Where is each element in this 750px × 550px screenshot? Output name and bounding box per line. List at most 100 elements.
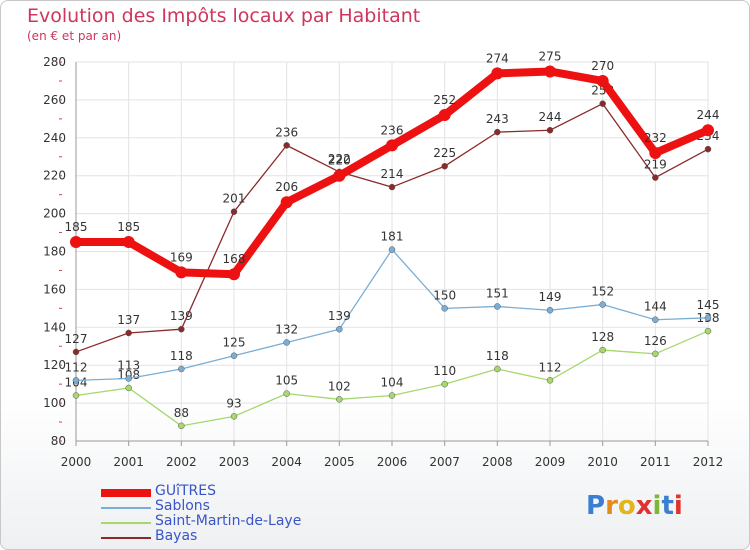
x-tick-label: 2008 (482, 455, 513, 469)
data-label-saint-martin-de-laye: 102 (328, 379, 351, 393)
x-tick-label: 2004 (271, 455, 302, 469)
data-label-sablons: 181 (381, 230, 404, 244)
data-label-gu-tres: 270 (591, 59, 614, 73)
data-label-saint-martin-de-laye: 126 (644, 334, 667, 348)
data-label-gu-tres: 252 (433, 93, 456, 107)
data-point-sablons (125, 375, 132, 382)
logo-letter: i (673, 491, 683, 521)
data-label-gu-tres: 220 (328, 154, 351, 168)
data-point-saint-martin-de-laye (546, 377, 554, 384)
data-point-saint-martin-de-laye (230, 413, 238, 420)
data-label-bayas: 139 (170, 309, 193, 323)
data-label-sablons: 113 (117, 358, 140, 372)
x-tick-label: 2000 (61, 455, 92, 469)
data-point-gu-tres (386, 139, 398, 152)
data-point-gu-tres (333, 169, 346, 182)
y-tick-label: 160 (43, 282, 66, 296)
data-label-bayas: 201 (223, 192, 246, 206)
chart-title: Evolution des Impôts locaux par Habitant (27, 5, 421, 27)
data-label-bayas: 219 (644, 158, 667, 172)
data-point-bayas (125, 329, 132, 337)
data-point-sablons (599, 301, 606, 308)
y-tick-label: 200 (43, 207, 66, 221)
data-point-sablons (283, 339, 290, 346)
data-point-gu-tres (649, 146, 662, 159)
data-point-bayas (283, 142, 290, 149)
x-tick-label: 2006 (377, 455, 408, 469)
data-label-sablons: 150 (433, 288, 456, 302)
data-point-sablons (704, 314, 712, 322)
data-label-saint-martin-de-laye: 110 (433, 364, 456, 378)
data-label-saint-martin-de-laye: 93 (226, 396, 241, 410)
x-tick-label: 2002 (166, 455, 197, 469)
logo-letter: r (605, 491, 618, 521)
data-point-bayas (72, 348, 80, 356)
data-label-bayas: 244 (539, 110, 562, 124)
data-label-sablons: 125 (223, 336, 246, 350)
logo-letter: x (635, 491, 653, 521)
data-point-sablons (388, 246, 396, 253)
data-label-bayas: 225 (433, 146, 456, 160)
data-point-saint-martin-de-laye (441, 380, 448, 388)
y-tick-label: 80 (51, 434, 66, 448)
y-tick-label: 180 (43, 245, 66, 259)
data-point-gu-tres (596, 74, 609, 87)
data-label-saint-martin-de-laye: 118 (486, 349, 509, 363)
proxiti-logo: Proxiti (586, 491, 683, 521)
data-point-bayas (178, 325, 185, 333)
legend-swatch (101, 489, 151, 497)
data-point-saint-martin-de-laye (72, 392, 80, 399)
data-label-bayas: 127 (65, 332, 88, 346)
data-point-sablons (441, 305, 448, 312)
data-point-bayas (494, 128, 501, 136)
y-tick-label: 140 (43, 320, 66, 334)
data-point-sablons (230, 352, 238, 359)
y-tick-label: 260 (43, 93, 66, 107)
data-point-gu-tres (702, 124, 714, 137)
data-point-bayas (652, 174, 659, 181)
data-label-gu-tres: 168 (223, 252, 246, 266)
x-tick-label: 2005 (324, 455, 355, 469)
data-point-sablons (652, 316, 659, 323)
legend-label: Saint-Martin-de-Laye (155, 513, 302, 529)
data-label-bayas: 222 (328, 152, 351, 166)
legend-label: Sablons (155, 498, 210, 514)
data-point-sablons (494, 303, 501, 310)
data-label-gu-tres: 236 (381, 123, 404, 137)
x-tick-label: 2010 (587, 455, 618, 469)
data-label-saint-martin-de-laye: 112 (539, 360, 562, 374)
y-tick-label: 120 (43, 358, 66, 372)
data-point-saint-martin-de-laye (652, 350, 659, 358)
data-point-sablons (178, 365, 185, 373)
logo-letter: o (617, 491, 636, 521)
data-label-sablons: 145 (697, 298, 720, 312)
data-label-sablons: 151 (486, 286, 509, 300)
data-point-gu-tres (175, 266, 188, 279)
data-point-sablons (72, 377, 80, 384)
data-point-sablons (336, 325, 343, 333)
data-point-bayas (230, 208, 238, 215)
data-label-sablons: 144 (644, 300, 667, 314)
data-point-gu-tres (122, 236, 135, 249)
legend-swatch (101, 522, 151, 524)
y-tick-label: 220 (43, 169, 66, 183)
data-point-bayas (388, 183, 396, 191)
data-label-bayas: 236 (275, 125, 298, 139)
chart-subtitle: (en € et par an) (27, 29, 122, 43)
logo-letter: t (661, 491, 674, 521)
data-point-saint-martin-de-laye (283, 390, 290, 397)
legend-label: Bayas (155, 528, 198, 544)
data-point-gu-tres (544, 65, 556, 78)
data-label-bayas: 243 (486, 112, 509, 126)
data-label-sablons: 118 (170, 349, 193, 363)
legend-swatch (101, 537, 151, 539)
data-label-gu-tres: 274 (486, 51, 509, 65)
y-tick-label: 240 (43, 131, 66, 145)
logo-letter: P (586, 491, 606, 521)
data-label-saint-martin-de-laye: 128 (591, 330, 614, 344)
data-point-saint-martin-de-laye (494, 365, 501, 373)
data-label-gu-tres: 232 (644, 131, 667, 145)
data-point-saint-martin-de-laye (388, 392, 396, 399)
